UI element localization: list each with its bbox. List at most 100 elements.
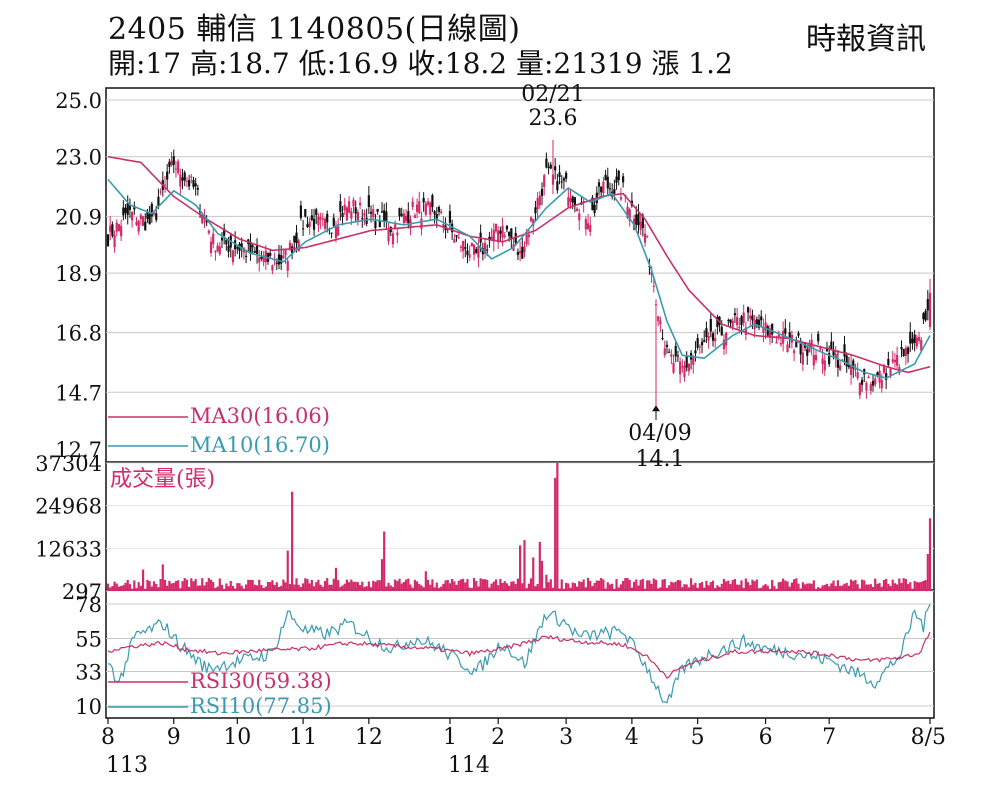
candle-body	[852, 360, 855, 369]
candle	[249, 233, 252, 261]
candle-body	[847, 364, 850, 368]
volume-bar	[387, 582, 390, 591]
candle	[635, 206, 638, 231]
candle-body	[823, 360, 826, 371]
candle	[698, 344, 701, 354]
volume-bar	[420, 585, 423, 591]
candle	[475, 246, 478, 254]
candle	[604, 169, 607, 181]
candle-body	[626, 206, 629, 218]
volume-bar	[843, 583, 846, 591]
volume-bar	[657, 588, 660, 591]
candle-body	[757, 319, 761, 328]
candle	[718, 316, 721, 332]
candle-body	[641, 215, 644, 228]
candle	[628, 207, 631, 227]
candle	[207, 229, 210, 235]
candle-body	[593, 204, 596, 213]
candle-body	[534, 207, 537, 214]
candle-body	[348, 201, 351, 213]
volume-bar	[516, 578, 520, 591]
candle	[516, 248, 520, 261]
volume-bar	[858, 588, 861, 591]
volume-bar	[646, 580, 649, 591]
volume-bar	[856, 584, 859, 591]
volume-bar	[635, 579, 638, 591]
volume-bar	[766, 585, 769, 591]
candle-body	[319, 217, 322, 220]
volume-bar	[234, 588, 237, 591]
candle	[133, 201, 136, 215]
volume-bar	[356, 582, 359, 591]
volume-bar	[475, 581, 478, 591]
volume-bar	[600, 577, 603, 591]
candle-body	[462, 240, 465, 252]
volume-title: 成交量(張)	[110, 467, 215, 492]
candle-body	[405, 215, 408, 222]
volume-bars	[106, 463, 932, 591]
volume-bar	[692, 584, 695, 591]
volume-bar	[595, 580, 598, 591]
candle	[825, 341, 829, 352]
volume-bar	[578, 581, 581, 591]
candle-body	[668, 351, 671, 353]
candle	[714, 329, 717, 349]
volume-bar	[231, 585, 235, 591]
candle	[115, 219, 118, 237]
candle	[356, 209, 359, 226]
volume-bar	[409, 584, 412, 591]
candle	[569, 189, 572, 209]
candle-body	[882, 364, 886, 373]
candle-body	[911, 338, 914, 344]
candle	[565, 170, 568, 183]
candle	[194, 177, 197, 196]
volume-bar	[624, 578, 627, 591]
volume-bar	[771, 579, 774, 591]
candle-body	[218, 246, 221, 254]
candle	[849, 355, 853, 385]
candle-body	[830, 341, 833, 350]
candle	[231, 249, 235, 266]
candle-body	[194, 183, 197, 187]
candle	[858, 382, 861, 400]
volume-bar	[122, 585, 125, 591]
candle	[442, 216, 445, 233]
candle	[472, 244, 476, 261]
candle	[600, 186, 603, 198]
volume-bar	[293, 584, 296, 591]
candle	[174, 160, 178, 178]
candle-body	[133, 205, 136, 210]
candle	[466, 243, 469, 264]
candle	[345, 206, 349, 222]
candle-body	[676, 355, 680, 357]
volume-bar	[904, 579, 907, 591]
candle-body	[120, 225, 123, 237]
candle-body	[168, 161, 171, 167]
candle-body	[536, 198, 539, 210]
candle	[689, 350, 693, 370]
volume-bar	[845, 582, 848, 591]
volume-bar	[144, 588, 147, 591]
candle	[262, 250, 265, 267]
candle	[668, 348, 671, 354]
candle	[271, 264, 274, 275]
candle-body	[490, 236, 493, 241]
candle-body	[615, 176, 618, 183]
volume-bar	[306, 579, 309, 591]
volume-bar	[295, 578, 298, 591]
volume-bar	[111, 586, 114, 591]
candle	[391, 230, 395, 248]
candle	[536, 191, 539, 218]
candle-body	[212, 233, 215, 245]
candle	[402, 209, 406, 224]
candle	[301, 220, 305, 237]
volume-bar	[687, 587, 690, 591]
candle-body	[685, 355, 688, 368]
volume-bar	[483, 579, 487, 591]
candle-body	[326, 213, 329, 223]
candle	[422, 192, 425, 212]
volume-bar	[352, 581, 355, 591]
volume-bar	[637, 585, 640, 591]
volume-bar	[242, 588, 246, 591]
volume-bar	[716, 585, 719, 591]
